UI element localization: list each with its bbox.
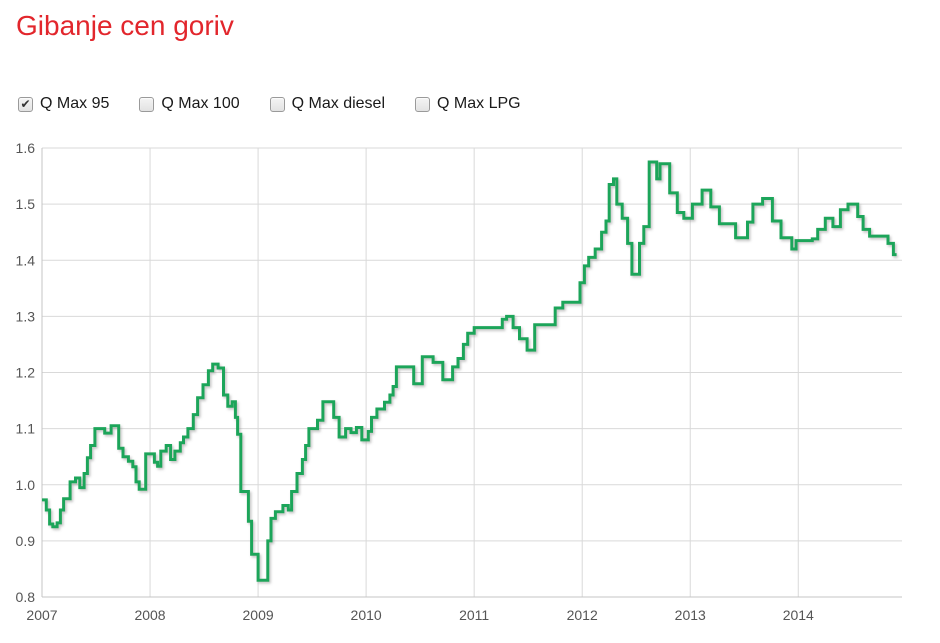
qmax-diesel-checkbox[interactable]: [269, 96, 285, 112]
x-axis-tick-label: 2009: [243, 607, 274, 623]
x-axis-tick-label: 2007: [26, 607, 57, 623]
x-axis-tick-label: 2014: [783, 607, 814, 623]
x-axis-tick-label: 2013: [675, 607, 706, 623]
fuel-series-toggles: Q Max 95 Q Max 100 Q Max diesel Q Max LP…: [18, 95, 551, 113]
toggle-qmax95[interactable]: Q Max 95: [18, 95, 109, 113]
y-axis-tick-label: 0.9: [16, 533, 36, 549]
x-axis-tick-label: 2008: [134, 607, 165, 623]
qmax-lpg-label: Q Max LPG: [437, 95, 521, 112]
y-axis-tick-label: 1.4: [16, 252, 36, 268]
qmax-lpg-checkbox[interactable]: [415, 96, 430, 112]
y-axis-tick-label: 1.2: [16, 365, 36, 381]
y-axis-tick-label: 1.5: [16, 196, 36, 212]
toggle-qmax-diesel[interactable]: Q Max diesel: [269, 95, 385, 113]
price-line-q-max-95: [42, 160, 897, 582]
chart-tick-labels: 0.8 0.9 1.0 1.1 1.2 1.3 1.4 1.5 1.6 2007 2008 2009 2…: [16, 140, 815, 623]
y-axis-tick-label: 1.6: [16, 140, 36, 156]
x-axis-tick-label: 2011: [459, 607, 489, 623]
toggle-qmax-lpg[interactable]: Q Max LPG: [415, 95, 521, 113]
x-axis-tick-label: 2010: [351, 607, 382, 623]
chart-series: [42, 160, 897, 582]
page-title: Gibanje cen goriv: [16, 10, 234, 41]
qmax-diesel-label: Q Max diesel: [291, 95, 385, 112]
x-axis-tick-label: 2012: [567, 607, 598, 623]
y-axis-tick-label: 0.8: [16, 589, 36, 605]
chart-axes: [41, 148, 902, 598]
y-axis-tick-label: 1.0: [16, 477, 36, 493]
y-axis-tick-label: 1.3: [16, 308, 36, 324]
qmax100-checkbox[interactable]: [139, 96, 155, 112]
qmax100-label: Q Max 100: [161, 95, 240, 112]
qmax95-checkbox[interactable]: [18, 96, 33, 112]
toggle-qmax100[interactable]: Q Max 100: [139, 95, 240, 113]
y-axis-tick-label: 1.1: [16, 421, 36, 437]
qmax95-label: Q Max 95: [40, 95, 110, 112]
